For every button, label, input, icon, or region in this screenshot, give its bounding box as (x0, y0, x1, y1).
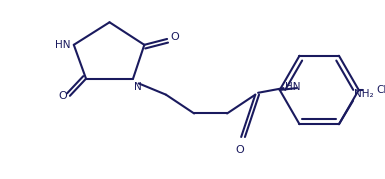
Text: NH₂: NH₂ (354, 89, 373, 99)
Text: HN: HN (55, 40, 71, 50)
Text: N: N (134, 83, 142, 92)
Text: O: O (235, 144, 244, 154)
Text: Cl: Cl (377, 85, 385, 95)
Text: O: O (59, 91, 67, 101)
Text: O: O (170, 32, 179, 42)
Text: HN: HN (285, 82, 301, 92)
